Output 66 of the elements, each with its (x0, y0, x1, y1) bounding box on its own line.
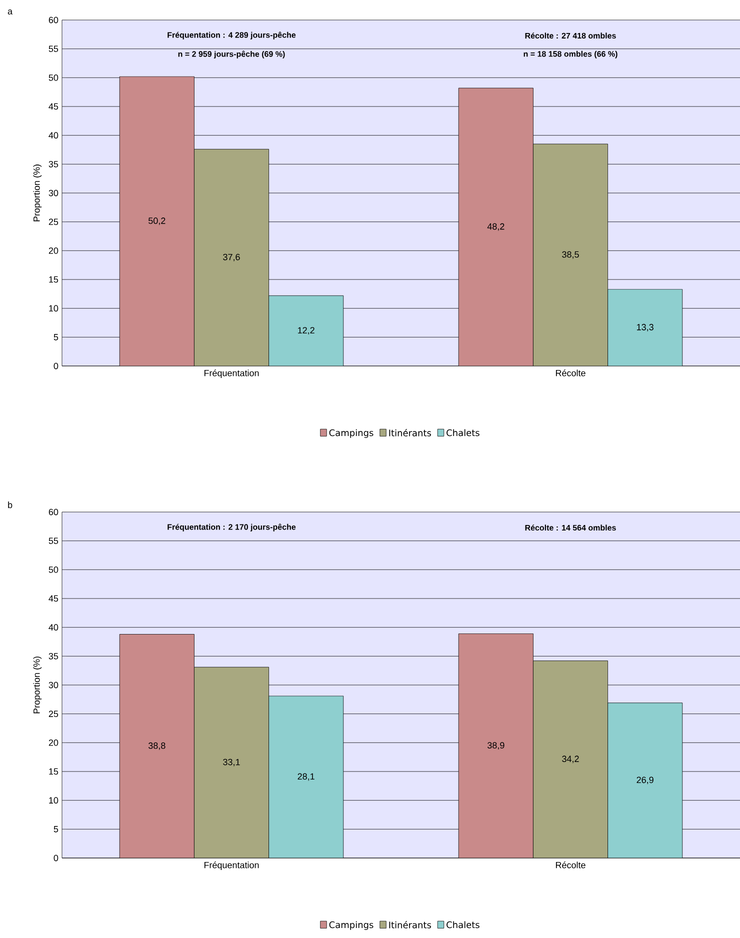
y-tick-label: 5 (54, 334, 58, 340)
y-tick-label: 15 (49, 768, 58, 775)
bar (119, 76, 194, 366)
y-tick-label: 0 (54, 854, 58, 862)
y-tick-label: 50 (48, 566, 58, 573)
data-label: 26,9 (636, 776, 654, 784)
bar (458, 633, 534, 858)
y-tick-label: 5 (54, 826, 58, 832)
annotation: n = 18 158 ombles (66 %) (524, 50, 618, 58)
x-tick-label: Fréquentation (204, 370, 259, 378)
y-tick-label: 50 (48, 74, 58, 81)
data-label: 48,2 (487, 223, 504, 231)
y-tick-label: 15 (49, 276, 58, 283)
legend-label: Chalets (446, 429, 480, 436)
chart-title: a (8, 10, 13, 14)
legend-label: Campings (329, 921, 374, 930)
y-axis-title: Proportion (%) (33, 164, 42, 222)
bar (608, 702, 683, 858)
bar (458, 88, 534, 366)
y-tick-label: 10 (49, 305, 58, 312)
bar (268, 295, 344, 366)
annotation: Récolte : 14 564 ombles (525, 524, 616, 531)
y-tick-label: 40 (48, 132, 58, 139)
data-label: 33,1 (223, 758, 240, 766)
data-label: 50,2 (148, 218, 166, 225)
y-axis-title: Proportion (%) (33, 656, 42, 714)
y-tick-label: 20 (48, 739, 58, 746)
y-tick-label: 30 (48, 682, 58, 688)
x-tick-label: Fréquentation (204, 862, 259, 870)
legend-label: Itinérants (389, 429, 431, 436)
y-tick-label: 0 (54, 362, 58, 370)
annotation: n = 2 959 jours-pêche (69 %) (178, 50, 285, 58)
y-tick-label: 55 (48, 46, 58, 52)
x-tick-label: Récolte (556, 862, 586, 868)
y-tick-label: 55 (48, 538, 58, 544)
legend-label: Campings (329, 429, 374, 438)
y-tick-label: 10 (49, 797, 58, 804)
y-tick-label: 35 (48, 160, 58, 168)
y-tick-label: 25 (48, 218, 58, 226)
y-tick-label: 30 (48, 190, 58, 196)
bar (608, 289, 683, 366)
data-label: 13,3 (637, 324, 654, 332)
y-tick-label: 35 (48, 652, 58, 660)
y-tick-label: 25 (48, 710, 58, 718)
bar (119, 634, 194, 858)
y-tick-label: 20 (48, 247, 58, 254)
legend-label: Itinérants (389, 921, 431, 928)
y-tick-label: 60 (48, 508, 58, 516)
y-tick-label: 60 (48, 16, 58, 24)
annotation: Récolte : 27 418 ombles (525, 32, 616, 39)
data-label: 37,6 (223, 254, 240, 262)
data-label: 38,9 (488, 742, 504, 750)
bar (268, 696, 344, 858)
chart-title: b (8, 502, 12, 508)
data-label: 34,2 (562, 756, 579, 764)
data-label: 28,1 (298, 773, 314, 781)
y-tick-label: 40 (48, 624, 58, 631)
y-tick-label: 45 (48, 595, 58, 602)
y-tick-label: 45 (48, 103, 58, 110)
data-label: 38,8 (148, 742, 166, 750)
data-label: 38,5 (562, 251, 579, 259)
annotation: Fréquentation : 4 289 jours-pêche (168, 32, 296, 40)
data-label: 12,2 (298, 327, 314, 335)
annotation: Fréquentation : 2 170 jours-pêche (168, 524, 296, 532)
legend-label: Chalets (446, 921, 480, 928)
x-tick-label: Récolte (556, 370, 586, 376)
